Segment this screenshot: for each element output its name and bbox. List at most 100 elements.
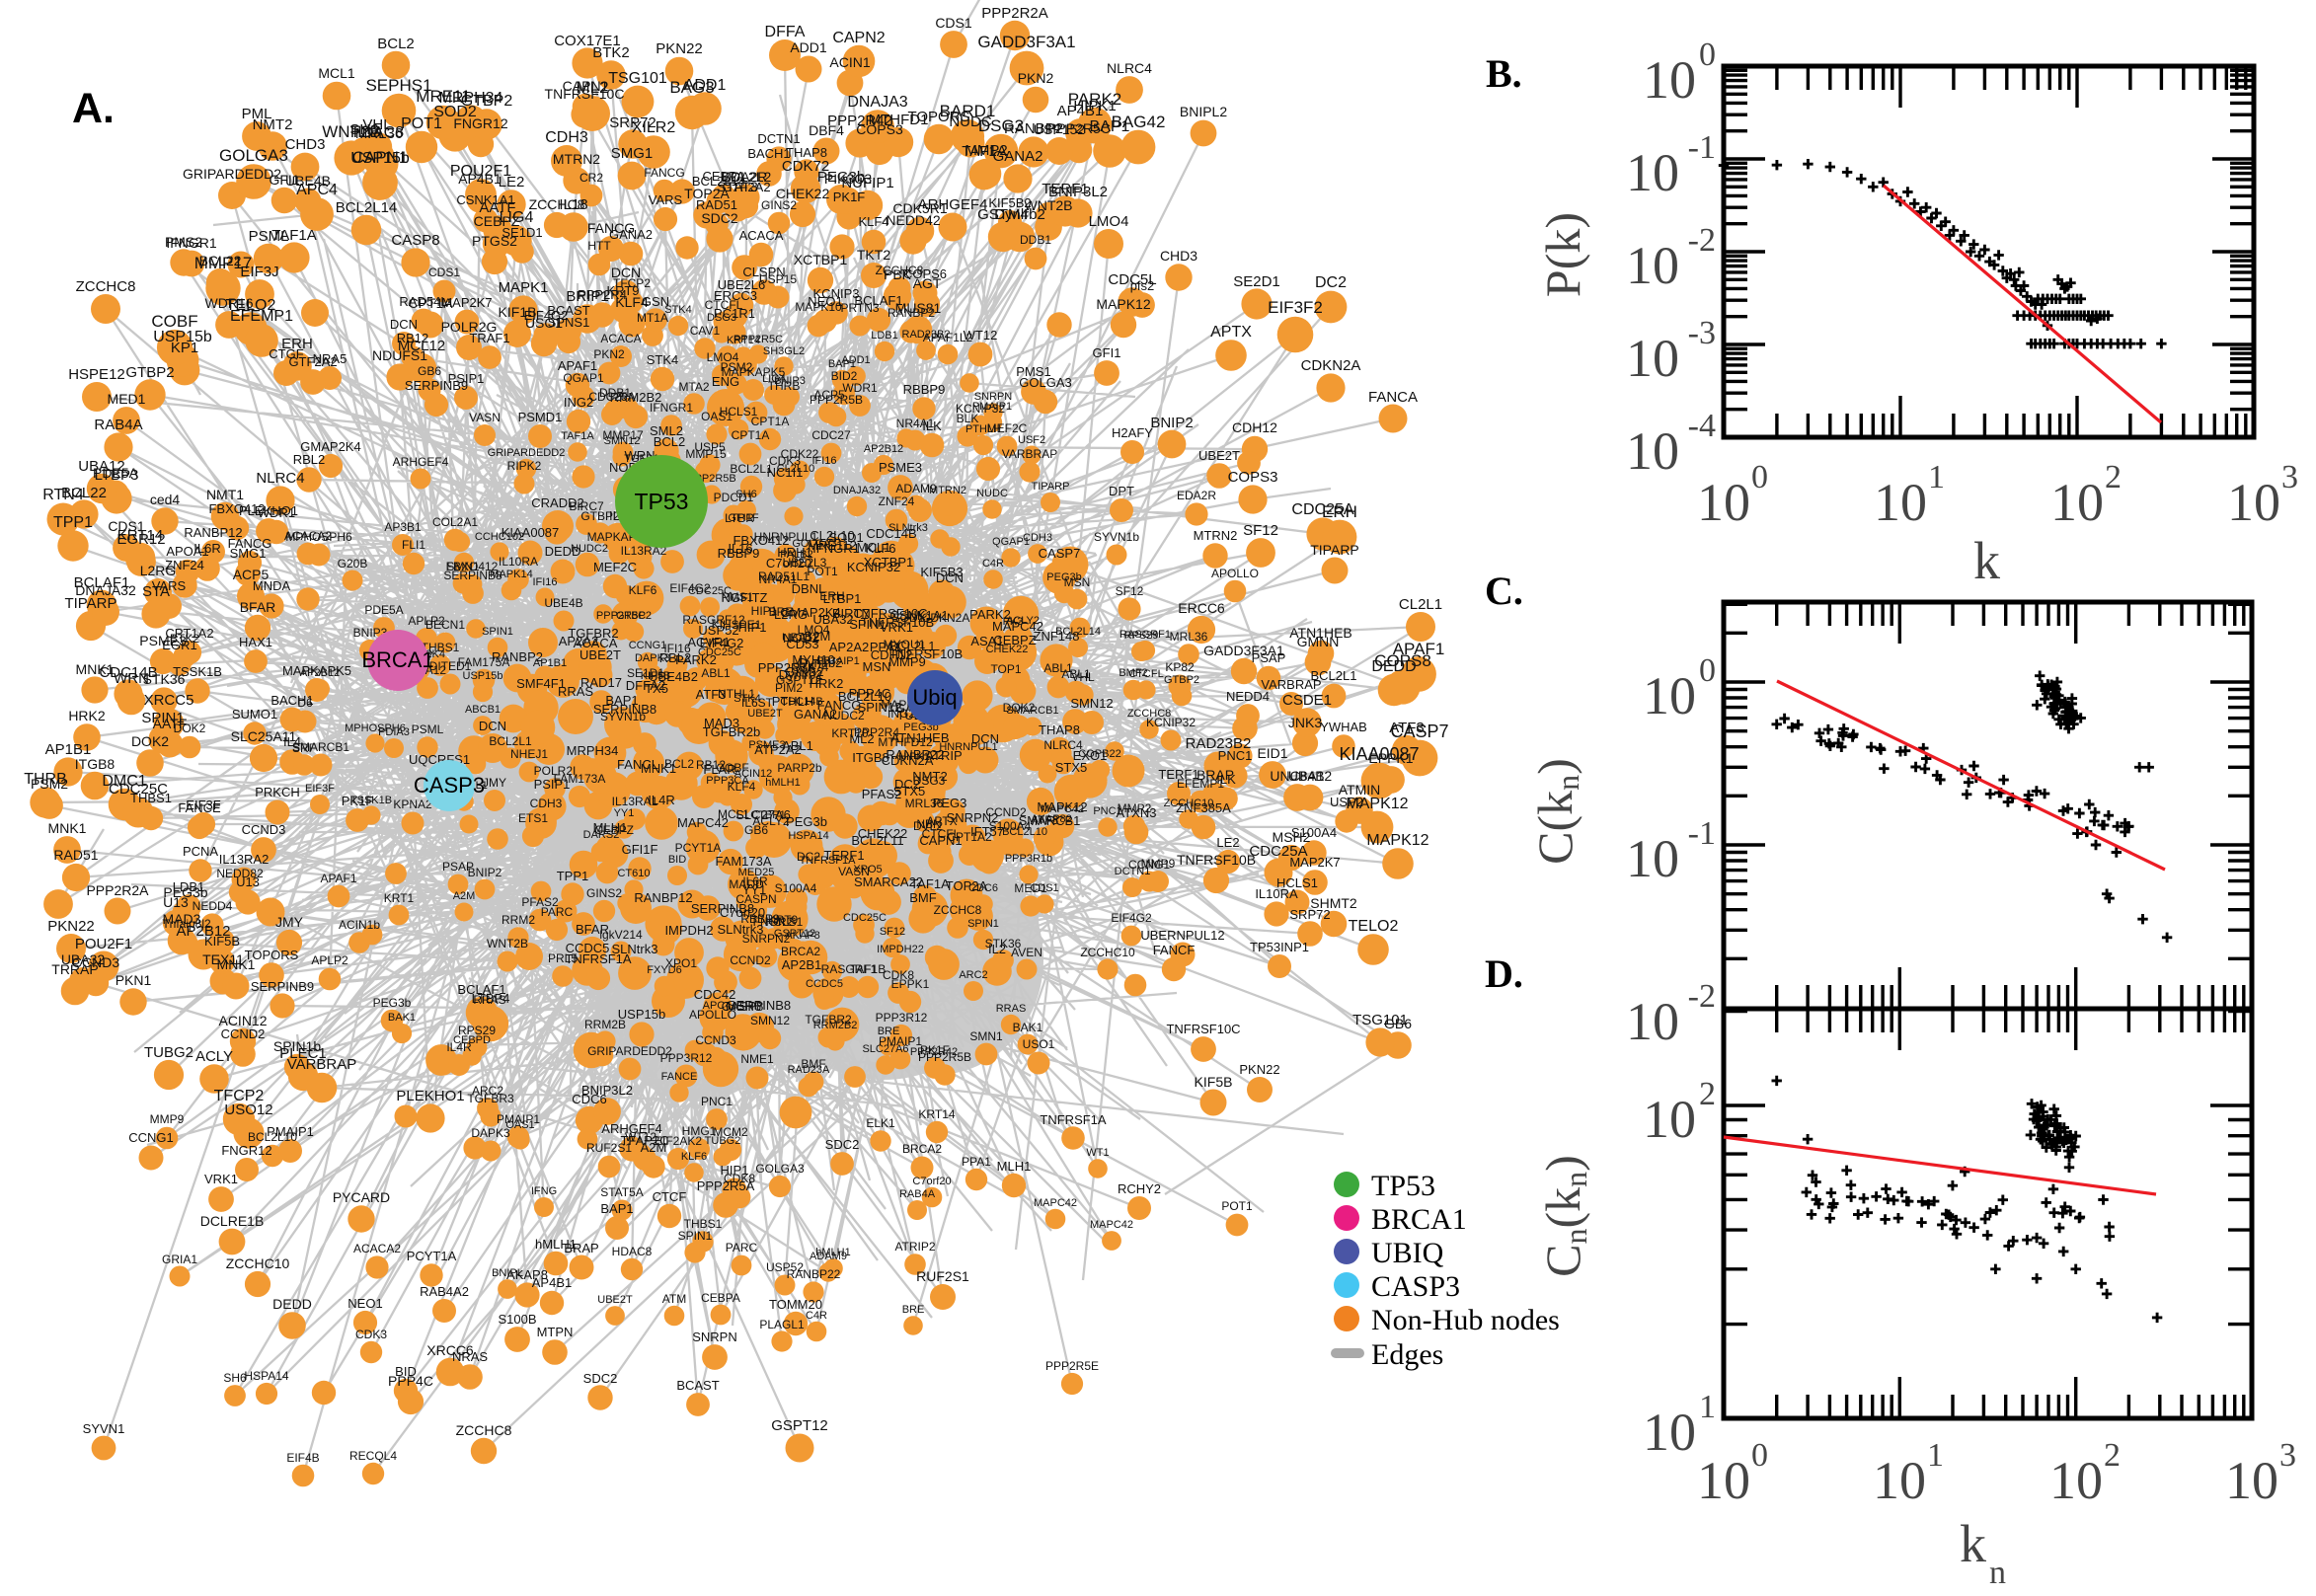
svg-text:NLRC4: NLRC4: [1043, 738, 1083, 752]
svg-text:ERH: ERH: [281, 336, 313, 352]
svg-text:STK4: STK4: [733, 693, 761, 705]
svg-text:BAP1: BAP1: [605, 693, 638, 708]
svg-text:BCL2: BCL2: [377, 36, 415, 52]
svg-text:CDS1: CDS1: [1030, 882, 1058, 894]
svg-text:FNGR12: FNGR12: [453, 115, 507, 131]
svg-text:BNIPL: BNIPL: [492, 1267, 523, 1279]
svg-text:DFFA2: DFFA2: [626, 678, 665, 693]
svg-text:NEO1: NEO1: [808, 294, 842, 309]
svg-text:CTBP1: CTBP1: [750, 809, 785, 821]
svg-text:NUFIP1: NUFIP1: [841, 175, 893, 191]
svg-text:SPIN1: SPIN1: [482, 626, 513, 638]
svg-text:KP1: KP1: [171, 340, 198, 356]
svg-text:TOPORS: TOPORS: [907, 109, 969, 125]
svg-text:RANBP22: RANBP22: [886, 747, 944, 762]
svg-text:IL6ST: IL6ST: [741, 696, 774, 710]
svg-text:XCTBP1: XCTBP1: [864, 555, 914, 570]
svg-text:PPP4C: PPP4C: [849, 686, 891, 701]
svg-text:GINS2: GINS2: [761, 198, 797, 212]
svg-text:P(k): P(k): [1535, 212, 1590, 297]
svg-text:KRT9: KRT9: [768, 913, 799, 927]
svg-text:HMG1: HMG1: [682, 1124, 717, 1138]
svg-text:IL4: IL4: [283, 734, 301, 749]
svg-text:MAPC42: MAPC42: [992, 619, 1043, 634]
svg-text:VARS: VARS: [649, 192, 683, 207]
svg-text:PPP2R5E: PPP2R5E: [1045, 1359, 1099, 1373]
svg-text:SOD1: SOD1: [892, 611, 925, 625]
svg-text:H2AFY: H2AFY: [1112, 425, 1153, 440]
svg-text:C7orf20: C7orf20: [912, 1176, 951, 1187]
svg-text:SPIN1b: SPIN1b: [273, 1038, 321, 1054]
svg-text:MADD: MADD: [729, 877, 764, 891]
svg-text:PMS1: PMS1: [1016, 364, 1050, 379]
svg-text:MMP2: MMP2: [965, 142, 1007, 159]
svg-text:TIPARP: TIPARP: [64, 595, 116, 612]
svg-text:TAF1A: TAF1A: [271, 227, 317, 244]
svg-text:CDK3: CDK3: [355, 1328, 387, 1341]
svg-text:USP15b: USP15b: [618, 1007, 665, 1022]
svg-text:PCNA: PCNA: [183, 844, 218, 859]
svg-text:RASGRF1: RASGRF1: [1119, 629, 1171, 641]
svg-text:EIF4G2: EIF4G2: [700, 636, 744, 650]
svg-text:SERPINB9: SERPINB9: [405, 378, 468, 393]
svg-text:EDA2R: EDA2R: [1177, 489, 1216, 502]
svg-text:GFI1: GFI1: [1093, 345, 1121, 360]
svg-text:MNK1: MNK1: [76, 661, 115, 677]
svg-text:k: k: [1960, 1514, 1986, 1573]
svg-text:KIF5B3: KIF5B3: [920, 565, 963, 579]
svg-text:CSNK1A1: CSNK1A1: [456, 192, 514, 207]
svg-text:DNAJA3: DNAJA3: [847, 94, 907, 111]
svg-text:BCL2L2: BCL2L2: [722, 169, 772, 185]
svg-text:PPP3R12: PPP3R12: [876, 1011, 928, 1025]
svg-text:COBF: COBF: [716, 761, 748, 775]
svg-text:IL4R: IL4R: [648, 793, 674, 807]
svg-text:CR2: CR2: [579, 171, 603, 185]
svg-text:BCL2L1: BCL2L1: [1311, 668, 1357, 683]
svg-text:C(kn): C(kn): [1527, 758, 1585, 865]
svg-text:BRE: BRE: [769, 605, 794, 619]
svg-text:DCTN1: DCTN1: [757, 131, 800, 146]
svg-text:HCLS1: HCLS1: [720, 405, 758, 418]
svg-text:NMT2: NMT2: [912, 769, 947, 784]
svg-text:CPT1A2: CPT1A2: [947, 830, 992, 844]
svg-text:EIF2AK2: EIF2AK2: [655, 1134, 702, 1148]
svg-text:CASP8: CASP8: [722, 999, 764, 1014]
svg-text:GB6: GB6: [418, 364, 441, 378]
svg-text:SE2D1: SE2D1: [1233, 273, 1280, 290]
svg-text:10: 10: [2050, 473, 2104, 532]
svg-text:3: 3: [2281, 459, 2298, 495]
svg-text:SH6: SH6: [735, 489, 756, 500]
svg-text:DCN: DCN: [971, 731, 999, 746]
svg-text:MTHFD1: MTHFD1: [869, 112, 929, 128]
svg-text:GADD3F3A1: GADD3F3A1: [977, 33, 1075, 51]
svg-text:MAPC42: MAPC42: [1034, 1197, 1077, 1209]
svg-text:TAF1A: TAF1A: [962, 143, 1007, 160]
svg-text:GMAP2K4: GMAP2K4: [300, 439, 360, 454]
svg-text:10: 10: [1626, 829, 1679, 888]
svg-text:APAF1L2: APAF1L2: [923, 331, 973, 344]
svg-text:FBXO412: FBXO412: [208, 501, 265, 516]
svg-text:LIG4: LIG4: [500, 209, 534, 226]
svg-text:STK4: STK4: [664, 304, 692, 316]
svg-text:KLF4: KLF4: [615, 294, 649, 310]
svg-text:AVEN: AVEN: [1011, 946, 1042, 959]
svg-text:PARK2: PARK2: [675, 652, 717, 667]
svg-text:C7orf20: C7orf20: [766, 556, 811, 570]
svg-text:PSMD1: PSMD1: [518, 410, 563, 424]
svg-text:IL6R: IL6R: [742, 874, 768, 888]
svg-text:PNC1: PNC1: [701, 1095, 733, 1108]
svg-text:IFNGR1: IFNGR1: [650, 401, 693, 415]
svg-text:ZNF24: ZNF24: [879, 494, 915, 508]
svg-text:SERPINB8: SERPINB8: [593, 702, 656, 717]
svg-text:MSH6: MSH6: [726, 999, 761, 1014]
svg-text:TOP2A: TOP2A: [946, 878, 988, 893]
svg-text:DAPK3: DAPK3: [635, 652, 670, 664]
svg-text:MTRN2: MTRN2: [553, 151, 600, 167]
svg-text:ACIN12: ACIN12: [734, 768, 773, 780]
svg-text:MAP2K7: MAP2K7: [441, 295, 492, 310]
svg-text:BRE: BRE: [878, 1026, 900, 1037]
svg-text:CDC42: CDC42: [694, 987, 736, 1002]
svg-text:GOLGA3: GOLGA3: [219, 146, 288, 165]
svg-text:UBA12: UBA12: [1288, 768, 1333, 784]
svg-text:PPP2R5A: PPP2R5A: [697, 1178, 755, 1193]
